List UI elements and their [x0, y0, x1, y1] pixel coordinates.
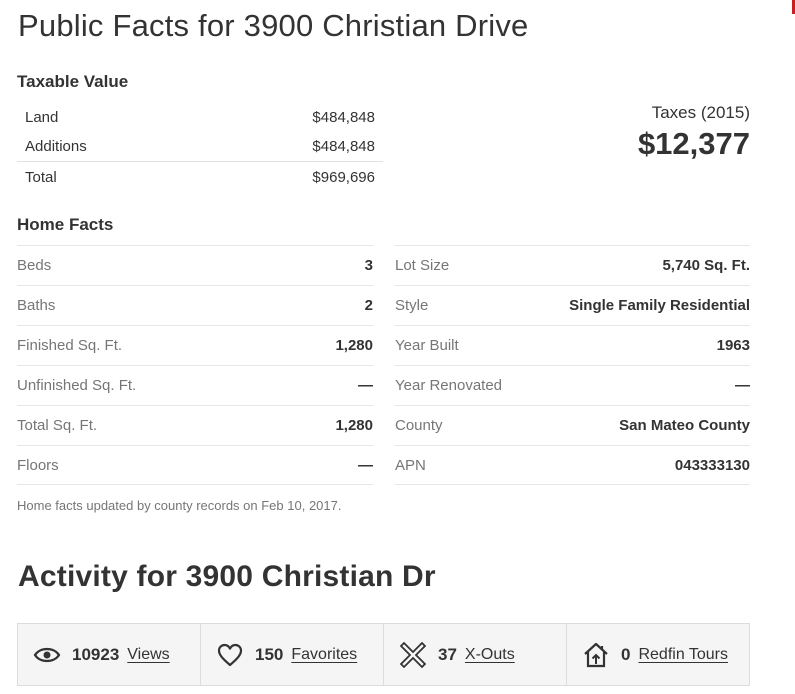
fact-value: 043333130	[674, 456, 750, 474]
activity-x-outs: 37 X-Outs	[384, 624, 567, 685]
page-title: Public Facts for 3900 Christian Drive	[18, 8, 529, 43]
house-tour-icon	[581, 640, 611, 670]
fact-row-baths: Baths 2	[17, 285, 373, 325]
fact-row-unfinished-sqft: Unfinished Sq. Ft. —	[17, 365, 373, 405]
fact-value: —	[358, 456, 373, 474]
fact-label: Finished Sq. Ft.	[17, 337, 123, 354]
fact-label: Baths	[17, 297, 56, 314]
x-out-icon	[398, 640, 428, 670]
fact-label: APN	[395, 456, 426, 474]
fact-label: Year Renovated	[395, 377, 503, 394]
fact-label: Lot Size	[395, 257, 450, 274]
favorites-link[interactable]: Favorites	[291, 645, 358, 663]
activity-favorites: 150 Favorites	[201, 624, 384, 685]
fact-value: Single Family Residential	[569, 297, 750, 314]
views-count: 10923	[72, 644, 120, 664]
fact-value: 1,280	[335, 337, 373, 354]
tax-row-label: Additions	[25, 138, 87, 155]
tax-row-additions: Additions $484,848	[17, 132, 383, 161]
tax-row-value: $969,696	[312, 168, 375, 186]
heart-icon	[215, 640, 245, 670]
home-facts-heading: Home Facts	[17, 215, 114, 234]
taxes-summary: Taxes (2015) $12,377	[638, 103, 750, 162]
tax-row-land: Land $484,848	[17, 103, 383, 132]
home-facts-left-column: Beds 3 Baths 2 Finished Sq. Ft. 1,280 Un…	[17, 245, 373, 485]
home-facts-updated-note: Home facts updated by county records on …	[17, 498, 342, 513]
fact-label: Unfinished Sq. Ft.	[17, 377, 137, 394]
fact-label: County	[395, 417, 443, 434]
tax-row-value: $484,848	[312, 138, 375, 155]
fact-row-year-renovated: Year Renovated —	[395, 365, 750, 405]
eye-icon	[32, 640, 62, 670]
accent-edge	[792, 0, 795, 14]
taxes-label: Taxes (2015)	[651, 103, 750, 122]
fact-value: 1963	[716, 337, 750, 354]
x-outs-link[interactable]: X-Outs	[464, 645, 515, 663]
fact-label: Year Built	[395, 337, 459, 354]
fact-value: San Mateo County	[619, 417, 750, 434]
fact-row-total-sqft: Total Sq. Ft. 1,280	[17, 405, 373, 445]
fact-label: Beds	[17, 257, 52, 274]
activity-redfin-tours: 0 Redfin Tours	[567, 624, 749, 685]
activity-views: 10923 Views	[18, 624, 201, 685]
taxable-value-heading: Taxable Value	[17, 72, 129, 91]
fact-value: —	[735, 377, 750, 394]
fact-value: —	[358, 377, 373, 394]
fact-value: 2	[364, 297, 373, 314]
fact-label: Floors	[17, 456, 59, 474]
views-link[interactable]: Views	[127, 645, 170, 663]
tours-count: 0	[621, 644, 631, 664]
fact-label: Style	[395, 297, 429, 314]
x-outs-count: 37	[438, 644, 457, 664]
tax-row-label: Total	[25, 168, 57, 186]
fact-row-year-built: Year Built 1963	[395, 325, 750, 365]
tax-row-label: Land	[25, 109, 59, 126]
fact-row-county: County San Mateo County	[395, 405, 750, 445]
fact-value: 1,280	[335, 417, 373, 434]
fact-row-lot-size: Lot Size 5,740 Sq. Ft.	[395, 245, 750, 285]
favorites-count: 150	[255, 644, 284, 664]
fact-value: 5,740 Sq. Ft.	[662, 257, 750, 274]
activity-bar: 10923 Views 150 Favorites 37 X-Outs	[17, 623, 750, 686]
fact-label: Total Sq. Ft.	[17, 417, 98, 434]
taxes-amount: $12,377	[637, 126, 750, 161]
tours-link[interactable]: Redfin Tours	[638, 645, 728, 663]
fact-row-floors: Floors —	[17, 445, 373, 485]
home-facts-right-column: Lot Size 5,740 Sq. Ft. Style Single Fami…	[395, 245, 750, 485]
fact-row-style: Style Single Family Residential	[395, 285, 750, 325]
taxable-value-table: Land $484,848 Additions $484,848 Total $…	[17, 103, 383, 192]
fact-row-finished-sqft: Finished Sq. Ft. 1,280	[17, 325, 373, 365]
tax-row-value: $484,848	[312, 109, 375, 126]
fact-row-apn: APN 043333130	[395, 445, 750, 485]
activity-heading: Activity for 3900 Christian Dr	[18, 560, 436, 593]
fact-row-beds: Beds 3	[17, 245, 373, 285]
fact-value: 3	[364, 257, 373, 274]
tax-row-total: Total $969,696	[17, 161, 383, 192]
